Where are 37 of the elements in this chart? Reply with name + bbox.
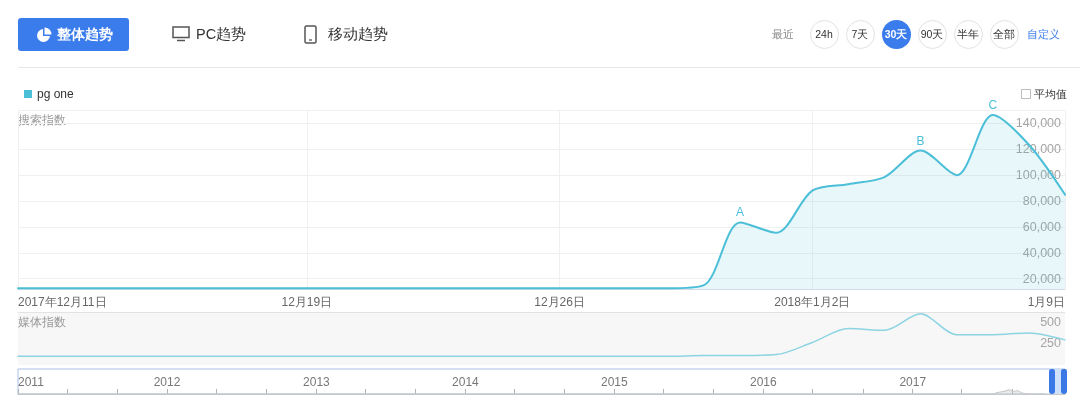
pill-button: 30天	[881, 19, 911, 49]
x-tick-label: 12月19日	[281, 295, 333, 309]
x-tick-label: 1月9日	[1027, 295, 1065, 309]
y-tick-label: 40,000	[1022, 245, 1062, 260]
line-series	[17, 313, 1066, 358]
text: 自定义	[1027, 27, 1060, 41]
pill-button: 半年	[953, 19, 983, 49]
annotation: A	[736, 205, 745, 220]
x-tick-label: 2017	[899, 375, 927, 389]
x-tick-label: 2017年12月11日	[18, 295, 107, 309]
x-tick-label: 2013	[303, 375, 331, 389]
x-tick-label: 2016	[750, 375, 778, 389]
x-tick-label: 2015	[601, 375, 629, 389]
text: 最近	[772, 27, 794, 41]
pill-button: 全部	[989, 19, 1019, 49]
y-tick-label: 20,000	[1022, 271, 1062, 286]
text: PC趋势	[196, 24, 247, 44]
x-tick-label: 12月26日	[534, 295, 585, 309]
annotation: B	[916, 133, 925, 148]
text: 平均值	[1034, 87, 1067, 101]
y-tick-label: 140,000	[1015, 116, 1062, 131]
text: 移动趋势	[328, 24, 388, 44]
y-tick-label: 500	[1040, 314, 1062, 329]
pill-button: 24h	[809, 19, 839, 49]
pill-button: 7天	[845, 19, 875, 49]
pill-button: 90天	[917, 19, 947, 49]
x-tick-label: 2011	[18, 375, 45, 389]
y-tick-label: 250	[1040, 336, 1062, 351]
x-tick-label: 2018年1月2日	[774, 295, 851, 309]
tab-button: 整体趋势	[18, 18, 129, 51]
y-tick-label: 80,000	[1022, 194, 1062, 209]
x-tick-label: 2012	[153, 375, 181, 389]
y-tick-label: 60,000	[1022, 219, 1062, 234]
y-axis-title: 媒体指数	[18, 315, 66, 329]
annotation: C	[988, 98, 998, 113]
x-tick-label: 2014	[452, 375, 480, 389]
legend-label: pg one	[37, 87, 75, 101]
